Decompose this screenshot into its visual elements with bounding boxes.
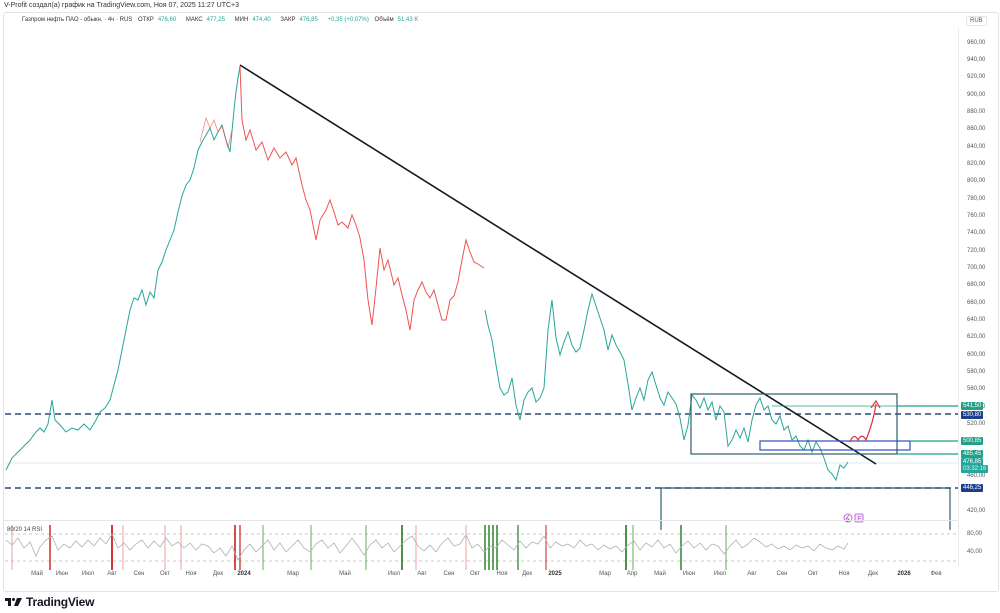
price-series xyxy=(5,65,241,471)
time-label: Фев xyxy=(930,571,942,577)
price-tick: 680,00 xyxy=(967,282,986,288)
tradingview-logo[interactable]: TradingView xyxy=(5,595,94,609)
time-label: Окт xyxy=(807,571,819,577)
price-tick: 780,00 xyxy=(967,196,986,202)
close-value: ЗАКР 476,85 xyxy=(280,17,318,23)
price-tick: 960,00 xyxy=(967,40,986,46)
price-tick: 720,00 xyxy=(967,248,986,254)
change-value: +0,35 (+0,07%) xyxy=(327,17,369,23)
rsi-signal-bars xyxy=(11,525,727,570)
currency-button[interactable]: RUB xyxy=(966,16,987,26)
range-box[interactable] xyxy=(690,393,898,455)
last-price-label[interactable]: 476,85 xyxy=(961,458,984,466)
price-tick: 560,00 xyxy=(967,386,986,392)
price-tick: 840,00 xyxy=(967,144,986,150)
price-tick: 700,00 xyxy=(967,265,986,271)
price-tick: 860,00 xyxy=(967,126,986,132)
rsi-tick: 40,00 xyxy=(967,549,983,555)
time-label: Дек xyxy=(867,571,879,577)
time-label: Сен xyxy=(776,571,788,577)
time-label-year: 2026 xyxy=(897,571,911,577)
price-tick: 740,00 xyxy=(967,230,986,236)
time-label: Май xyxy=(654,571,666,577)
time-label: Авг xyxy=(417,571,427,577)
open-value: ОТКР 476,60 xyxy=(137,17,177,23)
time-label: Сен xyxy=(443,571,455,577)
time-label: Окт xyxy=(159,571,171,577)
rsi-line xyxy=(5,533,849,561)
time-label: Май xyxy=(31,571,43,577)
time-axis[interactable]: Май Июн Июл Авг Сен Окт Ноя Дек 2024 Мар… xyxy=(4,569,958,583)
price-label-446[interactable]: 446,25 xyxy=(961,484,984,492)
breakout-zone[interactable] xyxy=(759,440,911,451)
price-tick: 800,00 xyxy=(967,178,986,184)
time-label: Май xyxy=(339,571,351,577)
price-tick: 460,00 xyxy=(967,473,986,479)
rsi-scale[interactable]: 80,00 40,00 xyxy=(958,521,999,566)
price-tick: 660,00 xyxy=(967,300,986,306)
time-label: Ноя xyxy=(496,571,508,577)
time-label: Ноя xyxy=(838,571,850,577)
arrow-head-icon xyxy=(870,399,881,409)
tradingview-logo-text: TradingView xyxy=(26,595,95,609)
price-scale[interactable]: 960,00 940,00 920,00 900,00 880,00 860,0… xyxy=(958,28,999,520)
symbol-title[interactable]: Газпром нефть ПАО - обыкн. · 4ч · RUS xyxy=(22,17,133,23)
price-label-530[interactable]: 530,80 xyxy=(961,411,984,419)
price-tick: 760,00 xyxy=(967,213,986,219)
price-tick: 620,00 xyxy=(967,334,986,340)
pane-separator[interactable] xyxy=(4,520,958,521)
tradingview-logo-icon xyxy=(5,598,22,606)
symbol-legend: Газпром нефть ПАО - обыкн. · 4ч · RUS ОТ… xyxy=(22,17,426,23)
price-tick: 920,00 xyxy=(967,74,986,80)
price-label-500[interactable]: 500,85 xyxy=(961,437,984,445)
time-label: Июл xyxy=(387,571,401,577)
price-tick: 520,00 xyxy=(967,421,986,427)
price-tick: 640,00 xyxy=(967,317,986,323)
time-label: Июн xyxy=(55,571,69,577)
price-tick: 820,00 xyxy=(967,161,986,167)
time-label: Дек xyxy=(212,571,224,577)
rsi-tick: 80,00 xyxy=(967,531,983,537)
price-tick: 580,00 xyxy=(967,369,986,375)
time-label: Сен xyxy=(133,571,145,577)
price-tick: 600,00 xyxy=(967,352,986,358)
volume-value: Объём 51,43 K xyxy=(374,17,419,23)
price-tick: 420,00 xyxy=(967,508,986,514)
price-tick: 880,00 xyxy=(967,109,986,115)
time-label: Апр xyxy=(626,571,638,577)
descending-trendline[interactable] xyxy=(239,64,877,465)
price-series-overlay xyxy=(199,116,233,149)
time-label: Мар xyxy=(287,571,299,577)
chart-credit: V-Profit создал(а) график на TradingView… xyxy=(4,2,240,9)
time-label-year: 2024 xyxy=(237,571,251,577)
projection-arrow[interactable] xyxy=(849,403,877,443)
low-value: МИН 474,40 xyxy=(234,17,271,23)
time-label: Июл xyxy=(81,571,95,577)
high-value: МАКС 477,25 xyxy=(185,17,225,23)
time-label: Авг xyxy=(747,571,757,577)
target-box[interactable] xyxy=(660,487,951,530)
time-label: Июн xyxy=(682,571,696,577)
time-label: Окт xyxy=(469,571,481,577)
price-label-485[interactable]: 485,45 xyxy=(961,450,984,458)
price-label-541[interactable]: 541,50 xyxy=(961,402,984,410)
price-series-down xyxy=(239,65,485,331)
price-tick: 900,00 xyxy=(967,92,986,98)
price-series-2024h2 xyxy=(484,292,849,482)
time-label-year: 2025 xyxy=(548,571,562,577)
time-label: Мар xyxy=(599,571,611,577)
price-tick: 940,00 xyxy=(967,57,986,63)
time-label: Июл xyxy=(713,571,727,577)
time-label: Дек xyxy=(521,571,533,577)
bar-countdown-label: 03:32:16 xyxy=(961,465,989,473)
time-label: Авг xyxy=(107,571,117,577)
chart-frame xyxy=(3,12,999,592)
time-label: Ноя xyxy=(185,571,197,577)
rsi-indicator-title[interactable]: 80/20 14 RSI xyxy=(7,527,43,533)
earnings-glyph-icon: E xyxy=(858,517,862,523)
